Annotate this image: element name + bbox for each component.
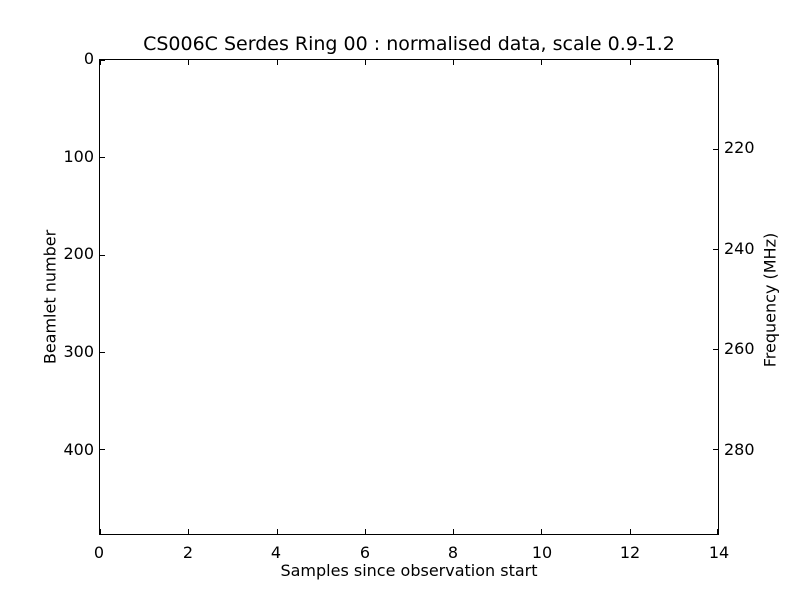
y-tick-left <box>100 255 105 256</box>
x-tick-label: 12 <box>619 543 641 562</box>
y-right-tick-label: 240 <box>724 239 755 258</box>
x-tick-label: 8 <box>447 543 459 562</box>
x-axis-label: Samples since observation start <box>280 561 538 580</box>
y-tick-right <box>713 449 718 450</box>
x-tick-top <box>100 60 101 65</box>
x-tick-top <box>277 60 278 65</box>
x-tick-top <box>453 60 454 65</box>
x-tick-label: 4 <box>270 543 282 562</box>
y-left-tick-label: 300 <box>63 342 94 361</box>
x-tick-top <box>717 60 718 65</box>
x-tick-label: 10 <box>531 543 553 562</box>
x-tick-top <box>188 60 189 65</box>
x-tick-bottom <box>717 529 718 534</box>
chart-title: CS006C Serdes Ring 00 : normalised data,… <box>143 33 675 55</box>
x-tick-bottom <box>453 529 454 534</box>
y-tick-right <box>713 149 718 150</box>
x-tick-bottom <box>277 529 278 534</box>
y-right-tick-label: 220 <box>724 138 755 157</box>
y-left-tick-label: 200 <box>63 244 94 263</box>
x-tick-top <box>541 60 542 65</box>
plot-area <box>99 59 719 535</box>
y-tick-left <box>100 352 105 353</box>
y-tick-left <box>100 449 105 450</box>
y-tick-left <box>100 60 105 61</box>
x-tick-bottom <box>630 529 631 534</box>
x-tick-label: 6 <box>359 543 371 562</box>
y-left-tick-label: 400 <box>63 440 94 459</box>
y-left-tick-label: 0 <box>83 49 94 68</box>
y-tick-right <box>713 249 718 250</box>
y-tick-left <box>100 157 105 158</box>
x-tick-top <box>365 60 366 65</box>
x-tick-top <box>630 60 631 65</box>
x-tick-label: 14 <box>708 543 730 562</box>
y-right-tick-label: 280 <box>724 440 755 459</box>
x-tick-bottom <box>365 529 366 534</box>
x-tick-label: 0 <box>93 543 105 562</box>
x-tick-bottom <box>541 529 542 534</box>
y-tick-right <box>713 349 718 350</box>
x-tick-label: 2 <box>182 543 194 562</box>
y-right-tick-label: 260 <box>724 339 755 358</box>
y-left-tick-label: 100 <box>63 147 94 166</box>
x-tick-bottom <box>100 529 101 534</box>
x-tick-bottom <box>188 529 189 534</box>
